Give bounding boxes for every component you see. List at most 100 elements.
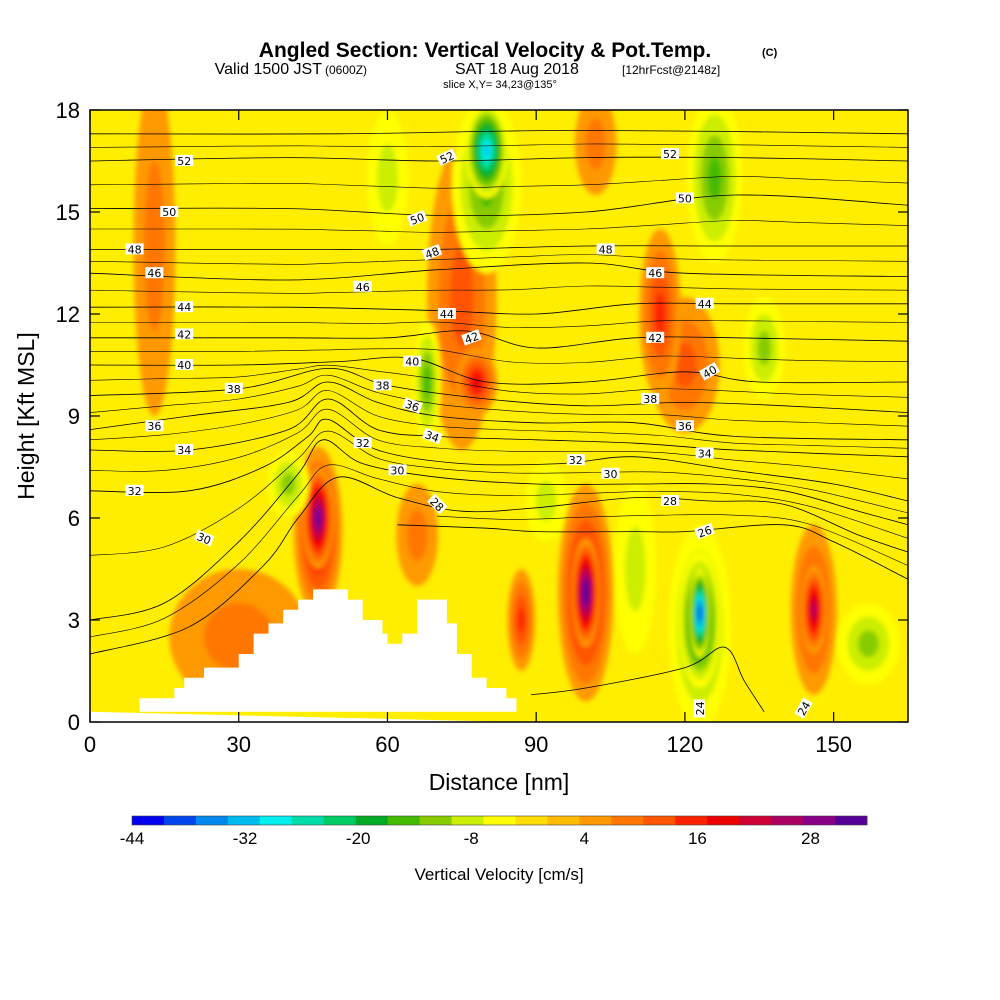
contour-label-box — [160, 206, 179, 217]
contour-label-box — [566, 454, 585, 466]
velocity-cell — [584, 587, 588, 599]
contour-label-box — [694, 522, 715, 540]
contour-label-text: 50 — [678, 192, 692, 205]
contour-label-36: 36 — [402, 397, 423, 415]
contour-label-text: 42 — [177, 328, 191, 341]
isentrope-intermediate — [90, 175, 908, 189]
contour-label-text: 48 — [423, 245, 441, 262]
contour-label-box — [353, 437, 372, 449]
contour-label-46: 46 — [353, 280, 372, 294]
contour-label-box — [675, 420, 694, 432]
contour-label-36: 36 — [675, 420, 694, 433]
velocity-cell — [707, 156, 722, 200]
contour-label-50: 50 — [160, 206, 179, 219]
contour-label-text: 50 — [162, 206, 176, 219]
contour-label-52: 52 — [661, 148, 679, 161]
contour-label-32: 32 — [353, 437, 372, 450]
valid-date: SAT 18 Aug 2018 — [455, 61, 579, 78]
isentrope-52 — [90, 156, 908, 162]
contour-label-box — [675, 192, 694, 204]
colorbar-tick-labels: -44 -32 -20 -8 4 16 28 — [120, 829, 820, 848]
isentrope-32 — [90, 418, 908, 502]
contour-label-text: 32 — [128, 485, 142, 498]
contour-label-box — [698, 362, 720, 381]
contour-label-24: 24 — [693, 699, 707, 718]
contour-label-box — [437, 308, 456, 319]
x-axis-label: Distance [nm] — [429, 769, 570, 795]
contour-label-34: 34 — [695, 447, 714, 460]
isentrope-40 — [90, 356, 908, 385]
isentrope-54 — [90, 129, 908, 135]
colorbar-swatch — [387, 816, 421, 825]
contour-label-50: 50 — [406, 210, 428, 228]
contour-label-text: 44 — [177, 301, 191, 314]
contour-label-text: 38 — [376, 379, 390, 392]
contour-label-30: 30 — [601, 467, 620, 481]
contour-label-text: 30 — [604, 468, 618, 481]
velocity-cell — [654, 292, 666, 336]
y-axis-label: Height [Kft MSL] — [13, 332, 39, 499]
colorbar-tick-label: -32 — [233, 829, 258, 848]
contour-label-box — [175, 328, 194, 340]
isentrope-intermediate — [90, 390, 908, 449]
contour-label-text: 46 — [147, 267, 161, 280]
isentrope-intermediate — [90, 408, 908, 480]
contour-label-48: 48 — [421, 244, 443, 262]
isentrope-intermediate — [90, 143, 908, 148]
contour-label-text: 32 — [356, 437, 370, 450]
contour-label-44: 44 — [437, 308, 456, 321]
colorbar-swatch — [547, 816, 580, 825]
contour-label-text: 38 — [227, 383, 241, 396]
contour-label-36: 36 — [145, 420, 164, 433]
velocity-cell — [757, 331, 772, 365]
isentrope-24 — [531, 646, 765, 713]
colorbar-swatch — [355, 816, 389, 825]
contour-label-text: 28 — [663, 495, 677, 508]
colorbar-swatch — [132, 816, 165, 825]
contour-label-box — [427, 493, 448, 515]
colorbar-swatch — [643, 816, 676, 825]
contour-label-40: 40 — [698, 362, 720, 381]
velocity-cell — [673, 342, 697, 388]
contour-label-box — [695, 447, 714, 459]
colorbar-swatch — [259, 816, 293, 825]
colorbar-swatch — [515, 816, 548, 825]
contour-label-text: 30 — [390, 464, 404, 477]
x-tick-label: 150 — [815, 732, 852, 757]
contour-label-box — [373, 379, 392, 391]
contour-label-40: 40 — [403, 355, 422, 369]
contour-label-text: 24 — [795, 699, 813, 718]
contour-label-48: 48 — [596, 243, 615, 256]
contour-label-46: 46 — [145, 267, 164, 280]
colorbar-tick-label: -20 — [346, 829, 371, 848]
velocity-cell — [857, 630, 879, 658]
isentrope-38 — [90, 367, 908, 413]
contour-label-text: 24 — [694, 701, 707, 715]
contour-label-box — [224, 382, 243, 394]
contour-label-box — [145, 420, 164, 432]
contour-label-text: 40 — [405, 356, 419, 369]
y-tick-label: 15 — [56, 200, 80, 225]
contour-label-box — [403, 355, 422, 367]
contour-label-box — [601, 467, 620, 479]
colorbar-tick-label: 28 — [801, 829, 820, 848]
contour-label-box — [421, 427, 443, 445]
contour-label-box — [436, 148, 458, 166]
chart-title: Angled Section: Vertical Velocity & Pot.… — [259, 39, 711, 62]
isentrope-intermediate — [90, 220, 908, 233]
x-tick-label: 90 — [524, 732, 548, 757]
velocity-cell — [450, 246, 474, 348]
contour-label-text: 32 — [569, 454, 583, 467]
contour-label-box — [388, 464, 407, 476]
velocity-cell — [406, 509, 428, 561]
contour-label-38: 38 — [373, 379, 392, 392]
contour-label-text: 48 — [128, 243, 142, 256]
colorbar-tick-label: -44 — [120, 829, 145, 848]
x-tick-label: 0 — [84, 732, 96, 757]
isentrope-intermediate — [90, 348, 908, 364]
contour-label-text: 44 — [698, 298, 712, 311]
contour-label-box — [353, 280, 372, 292]
isentrope-intermediate — [90, 320, 908, 329]
